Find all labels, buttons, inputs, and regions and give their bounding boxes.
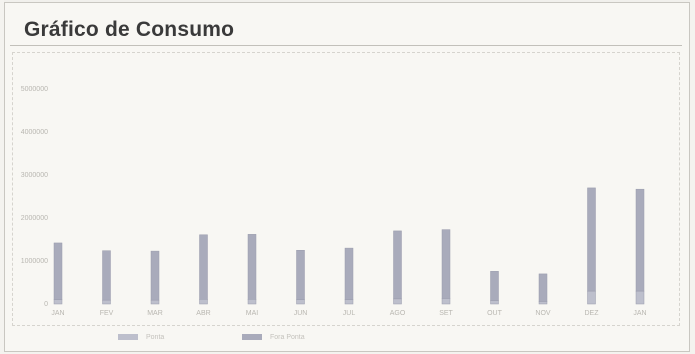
bar-fora-ponta: [102, 250, 111, 301]
legend-item-ponta: Ponta: [118, 334, 164, 341]
x-tick-label: OUT: [487, 310, 503, 317]
y-tick-label: 5000000: [21, 86, 48, 93]
x-tick-label: MAI: [246, 310, 259, 317]
bar-ponta: [490, 300, 499, 305]
y-tick-label: 4000000: [21, 129, 48, 136]
legend-item-fora-ponta: Fora Ponta: [242, 334, 305, 341]
bar-fora-ponta: [393, 230, 402, 300]
plot-area: [12, 52, 680, 326]
bar-fora-ponta: [53, 242, 63, 300]
bar-fora-ponta: [490, 271, 499, 301]
y-tick-label: 1000000: [21, 258, 48, 265]
chart-title-bar: Gráfico de Consumo: [10, 14, 682, 46]
legend-label-fora-ponta: Fora Ponta: [270, 334, 305, 341]
bar-fora-ponta: [344, 247, 354, 300]
bar-fora-ponta: [296, 250, 305, 300]
bar-fora-ponta: [587, 187, 596, 292]
bar-ponta: [587, 290, 596, 305]
bar-ponta: [102, 299, 111, 305]
bar-fora-ponta: [635, 188, 645, 292]
legend-label-ponta: Ponta: [146, 334, 165, 341]
x-tick-label: AGO: [390, 310, 406, 317]
bar-ponta: [53, 299, 63, 305]
legend-swatch-fora-ponta: [242, 334, 262, 341]
bar-ponta: [344, 299, 354, 305]
y-tick-label: 2000000: [21, 215, 48, 222]
x-tick-label: SET: [439, 310, 453, 317]
bar-fora-ponta: [538, 273, 548, 302]
x-tick-label: ABR: [196, 310, 210, 317]
bar-ponta: [296, 299, 305, 305]
x-tick-label: MAR: [147, 310, 163, 317]
bar-fora-ponta: [150, 250, 160, 301]
x-tick-label: JAN: [51, 310, 64, 317]
x-tick-label: JAN: [633, 310, 646, 317]
bar-ponta: [199, 299, 208, 305]
bar-ponta: [150, 299, 160, 305]
bar-ponta: [635, 290, 645, 305]
bar-ponta: [538, 301, 548, 305]
bar-fora-ponta: [247, 234, 257, 300]
y-tick-label: 3000000: [21, 172, 48, 179]
legend-swatch-ponta: [118, 334, 138, 341]
x-tick-label: NOV: [535, 310, 551, 317]
bar-fora-ponta: [199, 234, 208, 300]
x-tick-label: JUL: [343, 310, 356, 317]
y-tick-label: 0: [44, 301, 48, 308]
bar-fora-ponta: [441, 229, 451, 299]
x-tick-label: DEZ: [585, 310, 600, 317]
x-tick-label: FEV: [100, 310, 114, 317]
chart-title: Gráfico de Consumo: [24, 18, 235, 41]
bar-ponta: [393, 298, 402, 305]
bar-ponta: [247, 299, 257, 305]
x-tick-label: JUN: [294, 310, 308, 317]
bar-ponta: [441, 298, 451, 305]
